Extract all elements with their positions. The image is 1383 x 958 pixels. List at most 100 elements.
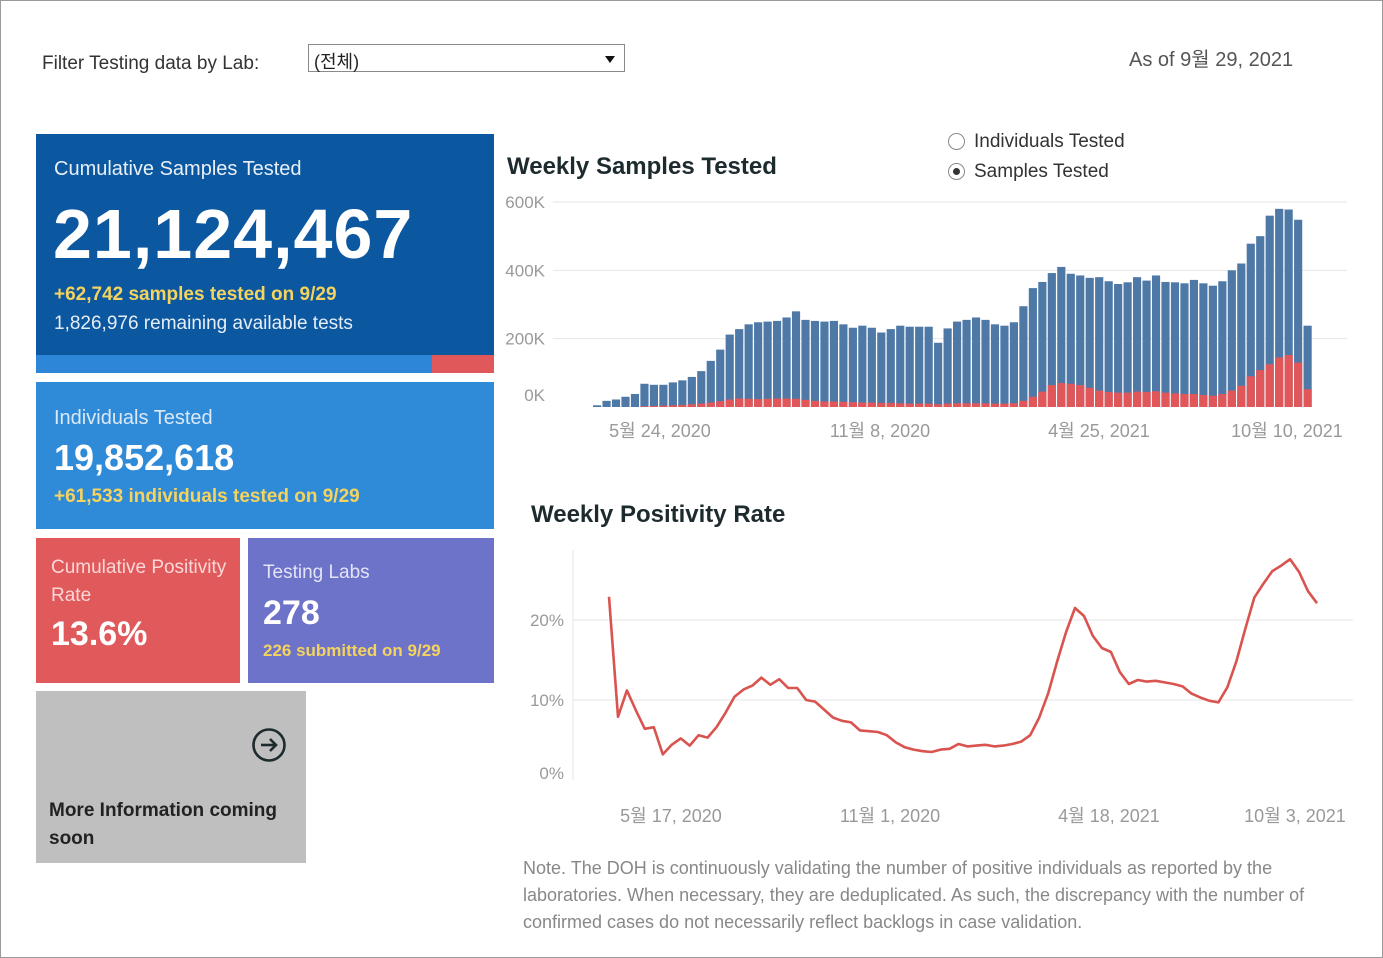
bar-positive [1123,392,1132,407]
bar-samples [1114,284,1123,407]
cumulative-samples-card: Cumulative Samples Tested 21,124,467 +62… [36,134,494,355]
bar-samples [763,321,772,407]
filter-label: Filter Testing data by Lab: [42,53,260,74]
bar-positive [990,403,1000,407]
bar-samples [1085,277,1094,407]
radio-icon[interactable] [948,133,965,150]
cumulative-samples-value: 21,124,467 [53,195,414,273]
y-tick-label: 400K [505,261,545,280]
bar-positive [1199,395,1208,407]
bar-samples [829,320,839,407]
remaining-tests: 1,826,976 remaining available tests [54,313,353,334]
bar-samples [810,320,820,407]
bar-samples [1028,288,1037,407]
bar-samples [1161,281,1170,407]
individuals-tested-value: 19,852,618 [54,437,235,478]
bar-samples [1133,277,1142,407]
bar-samples [1123,282,1132,407]
bar-samples [981,319,990,407]
y-tick-label: 0% [539,764,564,783]
bar-samples [1057,266,1066,407]
bar-positive [905,403,914,407]
bar-positive [1275,357,1284,407]
bar-samples [1275,208,1284,407]
bar-samples [773,320,782,407]
radio-selected-icon[interactable] [948,163,965,180]
bar-samples [848,327,857,407]
bar-samples [621,396,630,407]
bar-samples [1170,282,1180,407]
bar-samples [877,332,886,407]
toggle-label: Individuals Tested [974,131,1125,152]
dropdown-arrow-icon [605,56,615,63]
bar-samples [659,384,668,407]
cumulative-samples-label: Cumulative Samples Tested [54,158,302,180]
bar-positive [1227,390,1236,407]
bar-positive [687,404,696,407]
x-tick-label: 5월 17, 2020 [620,806,722,826]
bar-positive [1208,395,1217,407]
arrow-circle-right-icon[interactable] [252,728,286,762]
bar-positive [896,403,905,407]
positivity-rate-label: Cumulative Positivity Rate [51,557,227,606]
bar-positive [1028,396,1037,407]
bar-samples [1009,322,1019,407]
bar-positive [915,403,924,407]
bar-positive [640,406,649,407]
bar-samples [1151,275,1161,407]
bar-positive [697,403,706,407]
bar-samples [1142,280,1151,407]
more-information-text: More Information coming soon [49,800,277,849]
bar-positive [1256,370,1265,407]
bar-positive [1142,391,1151,407]
bar-positive [1000,403,1009,407]
weekly-positivity-chart: 0% 10% 20% 5월 17, 2020 11월 1, 2020 4월 18, 202… [530,550,1353,826]
bar-samples [820,321,829,407]
bar-samples [971,317,981,407]
bar-samples [1265,215,1274,407]
bar-positive [1151,391,1161,407]
bar-positive [649,405,659,407]
bar-positive [801,399,810,407]
bar-samples [905,326,914,407]
bar-samples [630,394,640,407]
y-tick-label: 0K [524,386,545,405]
bar-samples [611,399,621,407]
lab-filter-select[interactable]: (전체) [308,44,625,72]
x-tick-label: 10월 10, 2021 [1231,421,1343,441]
bar-positive [791,398,801,407]
bar-samples [754,322,763,407]
bar-positive [678,404,687,407]
bar-samples [602,400,611,407]
individuals-tested-label: Individuals Tested [54,407,213,429]
bar-positive [1170,393,1180,407]
bar-positive [744,398,753,407]
bar-positive [1265,364,1274,407]
bar-positive [773,398,782,407]
bar-positive [1038,391,1047,407]
bar-positive [1161,392,1170,407]
bar-samples [1246,243,1255,407]
bar-samples [1189,279,1199,407]
bar-positive [1076,385,1085,407]
bar-positive [1237,385,1246,407]
bar-samples [668,382,677,407]
bar-samples [782,317,791,407]
tests-progress-fill [36,355,433,373]
positivity-line [607,557,1319,756]
bar-positive [1180,394,1189,407]
bar-samples [678,380,687,407]
samples-today: +62,742 samples tested on 9/29 [54,284,337,305]
bar-samples [1000,325,1009,407]
x-tick-label: 11월 1, 2020 [840,806,940,826]
bar-positive [1066,383,1075,407]
toggle-label: Samples Tested [974,161,1109,182]
bar-samples [593,405,602,407]
bar-positive [820,401,829,407]
bar-positive [867,402,876,407]
more-information-card[interactable]: More Information coming soon [36,691,306,863]
bar-samples [934,342,943,407]
x-tick-label: 10월 3, 2021 [1244,806,1346,826]
bar-positive [1294,362,1303,407]
bar-samples [896,325,905,407]
